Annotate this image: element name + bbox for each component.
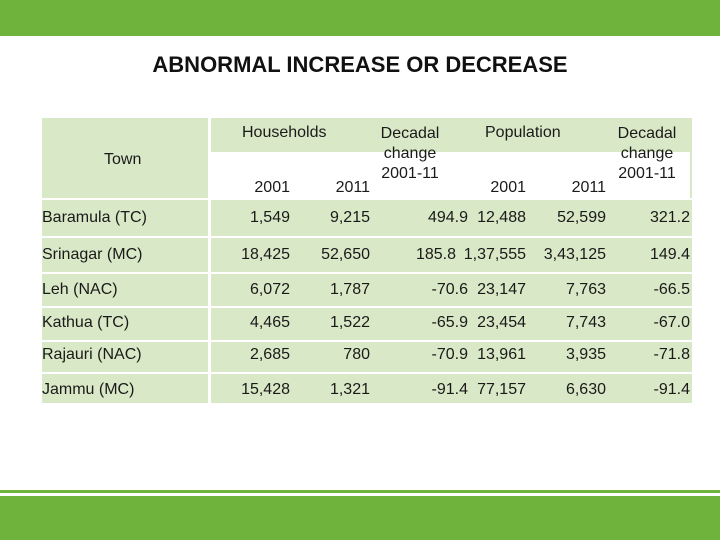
table-cell-population-2011: 52,599 xyxy=(557,209,606,226)
table-cell-households-2001: 4,465 xyxy=(249,314,290,331)
header-population-2011: 2011 xyxy=(571,179,606,196)
table-cell-households-2001: 15,428 xyxy=(241,381,290,398)
slide-title: ABNORMAL INCREASE OR DECREASE xyxy=(152,52,568,77)
table-cell-population-2001: 1,37,555 xyxy=(463,246,526,263)
table-cell-population-2011: 7,763 xyxy=(565,281,606,298)
header-decadal-change-population-text: Decadal change 2001-11 xyxy=(617,125,677,182)
table-cell-households-2001: 1,549 xyxy=(249,209,290,226)
header-town: Town xyxy=(104,151,142,168)
column-divider xyxy=(208,118,211,403)
table-cell-population-2011: 7,743 xyxy=(565,314,606,331)
table-cell-population-2001: 77,157 xyxy=(477,381,526,398)
table-cell-town: Baramula (TC) xyxy=(42,209,147,226)
table-cell-population-2001: 12,488 xyxy=(477,209,526,226)
row-divider xyxy=(42,198,692,200)
row-divider xyxy=(42,272,692,274)
table-cell-households-change: -70.9 xyxy=(431,346,468,363)
table-cell-population-change: -66.5 xyxy=(653,281,690,298)
table-cell-town: Srinagar (MC) xyxy=(42,246,143,263)
header-households-2001: 2001 xyxy=(254,179,290,196)
header-decadal-change-households-text: Decadal change 2001-11 xyxy=(380,125,440,182)
table-header-subrow xyxy=(210,152,690,198)
header-decadal-change-population: Decadal change 2001-11 xyxy=(606,124,688,184)
table-cell-households-change: 494.9 xyxy=(427,209,468,226)
table-cell-households-2001: 18,425 xyxy=(241,246,290,263)
bottom-accent-band xyxy=(0,496,720,540)
table-cell-population-2011: 3,43,125 xyxy=(543,246,606,263)
bottom-accent-line xyxy=(0,490,720,493)
table-cell-population-change: 321.2 xyxy=(649,209,690,226)
table-cell-households-2011: 1,787 xyxy=(329,281,370,298)
table-cell-population-change: -91.4 xyxy=(653,381,690,398)
row-divider xyxy=(42,306,692,308)
row-divider xyxy=(42,372,692,374)
table-cell-town: Jammu (MC) xyxy=(42,381,135,398)
table-cell-households-change: -70.6 xyxy=(431,281,468,298)
table-cell-town: Rajauri (NAC) xyxy=(42,346,142,363)
table-cell-population-change: -71.8 xyxy=(653,346,690,363)
top-accent-band xyxy=(0,0,720,36)
header-population: Population xyxy=(485,124,561,141)
header-households-2011: 2011 xyxy=(335,179,370,196)
table-cell-households-2001: 2,685 xyxy=(249,346,290,363)
table-cell-population-2001: 23,147 xyxy=(477,281,526,298)
table-cell-population-2011: 6,630 xyxy=(565,381,606,398)
header-population-2001: 2001 xyxy=(490,179,526,196)
table-cell-households-2011: 1,522 xyxy=(329,314,370,331)
table-cell-population-2001: 13,961 xyxy=(477,346,526,363)
table-cell-households-change: -65.9 xyxy=(431,314,468,331)
table-cell-households-change: 185.8 xyxy=(415,246,456,263)
header-decadal-change-households: Decadal change 2001-11 xyxy=(368,124,452,184)
table-cell-population-2011: 3,935 xyxy=(565,346,606,363)
table-cell-population-2001: 23,454 xyxy=(477,314,526,331)
table-cell-town: Kathua (TC) xyxy=(42,314,130,331)
row-divider xyxy=(42,236,692,238)
table-cell-households-2011: 52,650 xyxy=(321,246,370,263)
table-cell-households-change: -91.4 xyxy=(431,381,468,398)
table-cell-households-2001: 6,072 xyxy=(249,281,290,298)
table-cell-households-2011: 1,321 xyxy=(329,381,370,398)
table-cell-households-2011: 9,215 xyxy=(329,209,370,226)
table-cell-population-change: 149.4 xyxy=(649,246,690,263)
table-cell-households-2011: 780 xyxy=(343,346,370,363)
row-divider xyxy=(42,340,692,342)
table-cell-population-change: -67.0 xyxy=(653,314,690,331)
header-households: Households xyxy=(242,124,327,141)
table-cell-town: Leh (NAC) xyxy=(42,281,118,298)
